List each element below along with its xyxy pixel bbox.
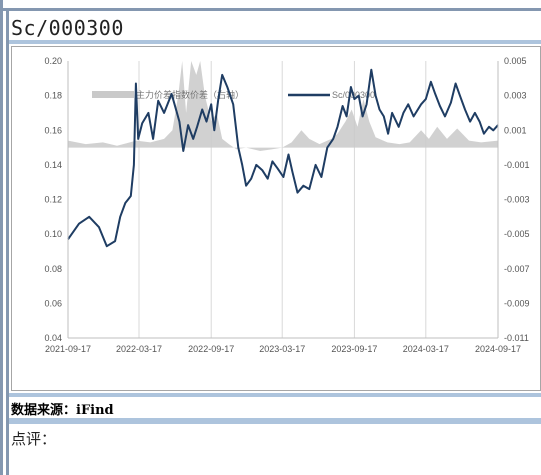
chart-area-series (68, 61, 498, 151)
page-title: Sc/000300 (11, 16, 124, 40)
y-right-tick-label: -0.001 (504, 160, 530, 170)
y-left-tick-label: 0.16 (44, 125, 62, 135)
y-left-tick-label: 0.20 (44, 56, 62, 66)
source-divider (9, 418, 541, 424)
chart-container: 主力价差指数价差（右轴） Sc/000300 2021-09-17 2022-03… (11, 46, 541, 391)
legend-swatch-area (92, 91, 134, 98)
y-right-tick-label: -0.007 (504, 264, 530, 274)
y-right-tick-label: 0.003 (504, 91, 527, 101)
x-tick-label: 2024-03-17 (403, 344, 449, 354)
x-tick-label: 2021-09-17 (45, 344, 91, 354)
y-left-tick-label: 0.08 (44, 264, 62, 274)
y-left-tick-label: 0.06 (44, 298, 62, 308)
y-left-tick-label: 0.18 (44, 91, 62, 101)
chart-line-series (67, 68, 499, 248)
data-source-label: 数据来源：iFind (11, 403, 114, 418)
x-tick-label: 2023-09-17 (331, 344, 377, 354)
area-series-path (68, 61, 498, 151)
x-tick-label: 2023-03-17 (259, 344, 305, 354)
y-left-tick-label: 0.12 (44, 195, 62, 205)
chart-divider (9, 393, 541, 397)
chart-gridlines (67, 61, 499, 338)
y-left-tick-label: 0.14 (44, 160, 62, 170)
x-tick-label: 2022-03-17 (116, 344, 162, 354)
y-right-tick-label: -0.003 (504, 195, 530, 205)
y-left-tick-label: 0.04 (44, 333, 62, 343)
title-divider (9, 40, 541, 44)
y-right-tick-label: 0.001 (504, 125, 527, 135)
y-left-tick-label: 0.10 (44, 229, 62, 239)
top-border (0, 8, 541, 11)
chart-axes: 2021-09-17 2022-03-17 2022-09-17 2023-03-17… (44, 56, 529, 354)
y-right-tick-label: -0.011 (504, 333, 529, 343)
x-tick-label: 2022-09-17 (188, 344, 234, 354)
x-tick-label: 2024-09-17 (475, 344, 521, 354)
left-border (0, 0, 3, 475)
chart-legend: 主力价差指数价差（右轴） Sc/000300 (92, 89, 375, 100)
legend-label-area: 主力价差指数价差（右轴） (136, 89, 244, 100)
y-right-tick-label: -0.009 (504, 298, 530, 308)
line-series-path (67, 68, 499, 248)
y-right-tick-label: 0.005 (504, 56, 527, 66)
comment-label: 点评： (11, 430, 57, 448)
chart-svg: 主力价差指数价差（右轴） Sc/000300 2021-09-17 2022-03… (44, 56, 529, 354)
y-right-tick-label: -0.005 (504, 229, 530, 239)
inner-left-border (6, 10, 9, 475)
